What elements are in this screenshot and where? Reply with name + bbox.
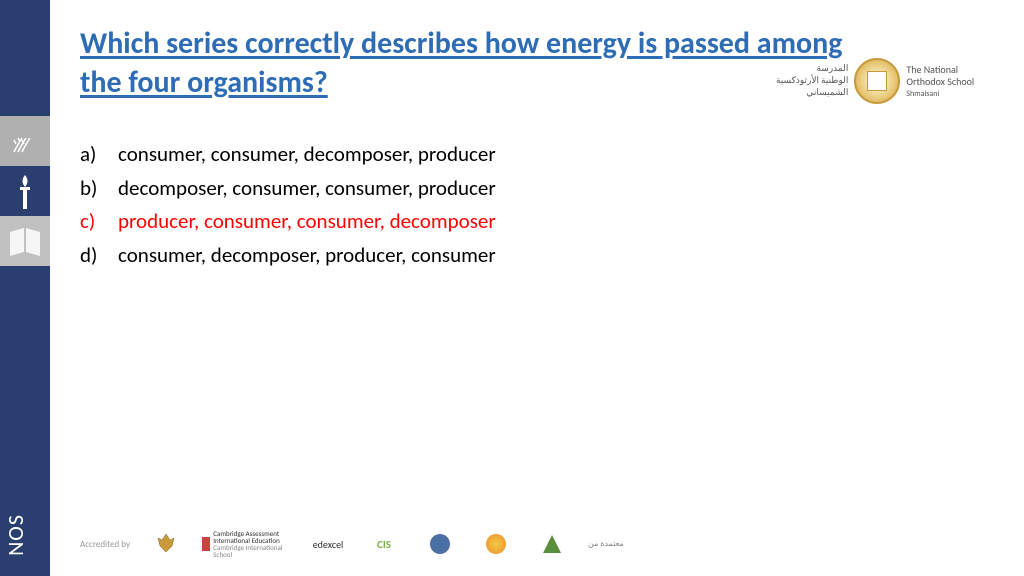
option-label: c) — [80, 205, 110, 239]
option-text: consumer, decomposer, producer, consumer — [118, 242, 496, 268]
option-c: c) producer, consumer, consumer, decompo… — [118, 205, 994, 239]
ib-logo-icon — [420, 532, 460, 556]
jordan-crest-icon — [146, 532, 186, 556]
book-icon — [0, 216, 50, 266]
option-text: consumer, consumer, decomposer, producer — [118, 141, 496, 167]
sun-logo-icon — [476, 532, 516, 556]
wheat-icon — [0, 116, 50, 166]
option-label: d) — [80, 239, 110, 273]
nos-label: NOS — [2, 514, 29, 556]
edexcel-logo: edexcel — [308, 532, 348, 556]
option-text: decomposer, consumer, consumer, producer — [118, 175, 496, 201]
arabic-accredited: معتمدة من — [588, 539, 624, 549]
options-list: a) consumer, consumer, decomposer, produ… — [80, 138, 994, 272]
main-content: Which series correctly describes how ene… — [80, 24, 994, 272]
accredited-label: Accredited by — [80, 539, 130, 550]
option-d: d) consumer, decomposer, producer, consu… — [118, 239, 994, 273]
cambridge-logo: Cambridge Assessment International Educa… — [202, 532, 292, 556]
option-b: b) decomposer, consumer, consumer, produ… — [118, 172, 994, 206]
eco-schools-icon — [532, 532, 572, 556]
option-text: producer, consumer, consumer, decomposer — [118, 208, 496, 234]
torch-icon — [0, 166, 50, 216]
option-a: a) consumer, consumer, decomposer, produ… — [118, 138, 994, 172]
option-label: b) — [80, 172, 110, 206]
sidebar: NOS — [0, 0, 50, 576]
cambridge-sub: Cambridge International School — [213, 543, 282, 559]
cis-logo: CIS — [364, 532, 404, 556]
question-title: Which series correctly describes how ene… — [80, 24, 860, 102]
sidebar-icons — [0, 116, 50, 266]
option-label: a) — [80, 138, 110, 172]
footer-accreditation: Accredited by Cambridge Assessment Inter… — [80, 532, 624, 556]
